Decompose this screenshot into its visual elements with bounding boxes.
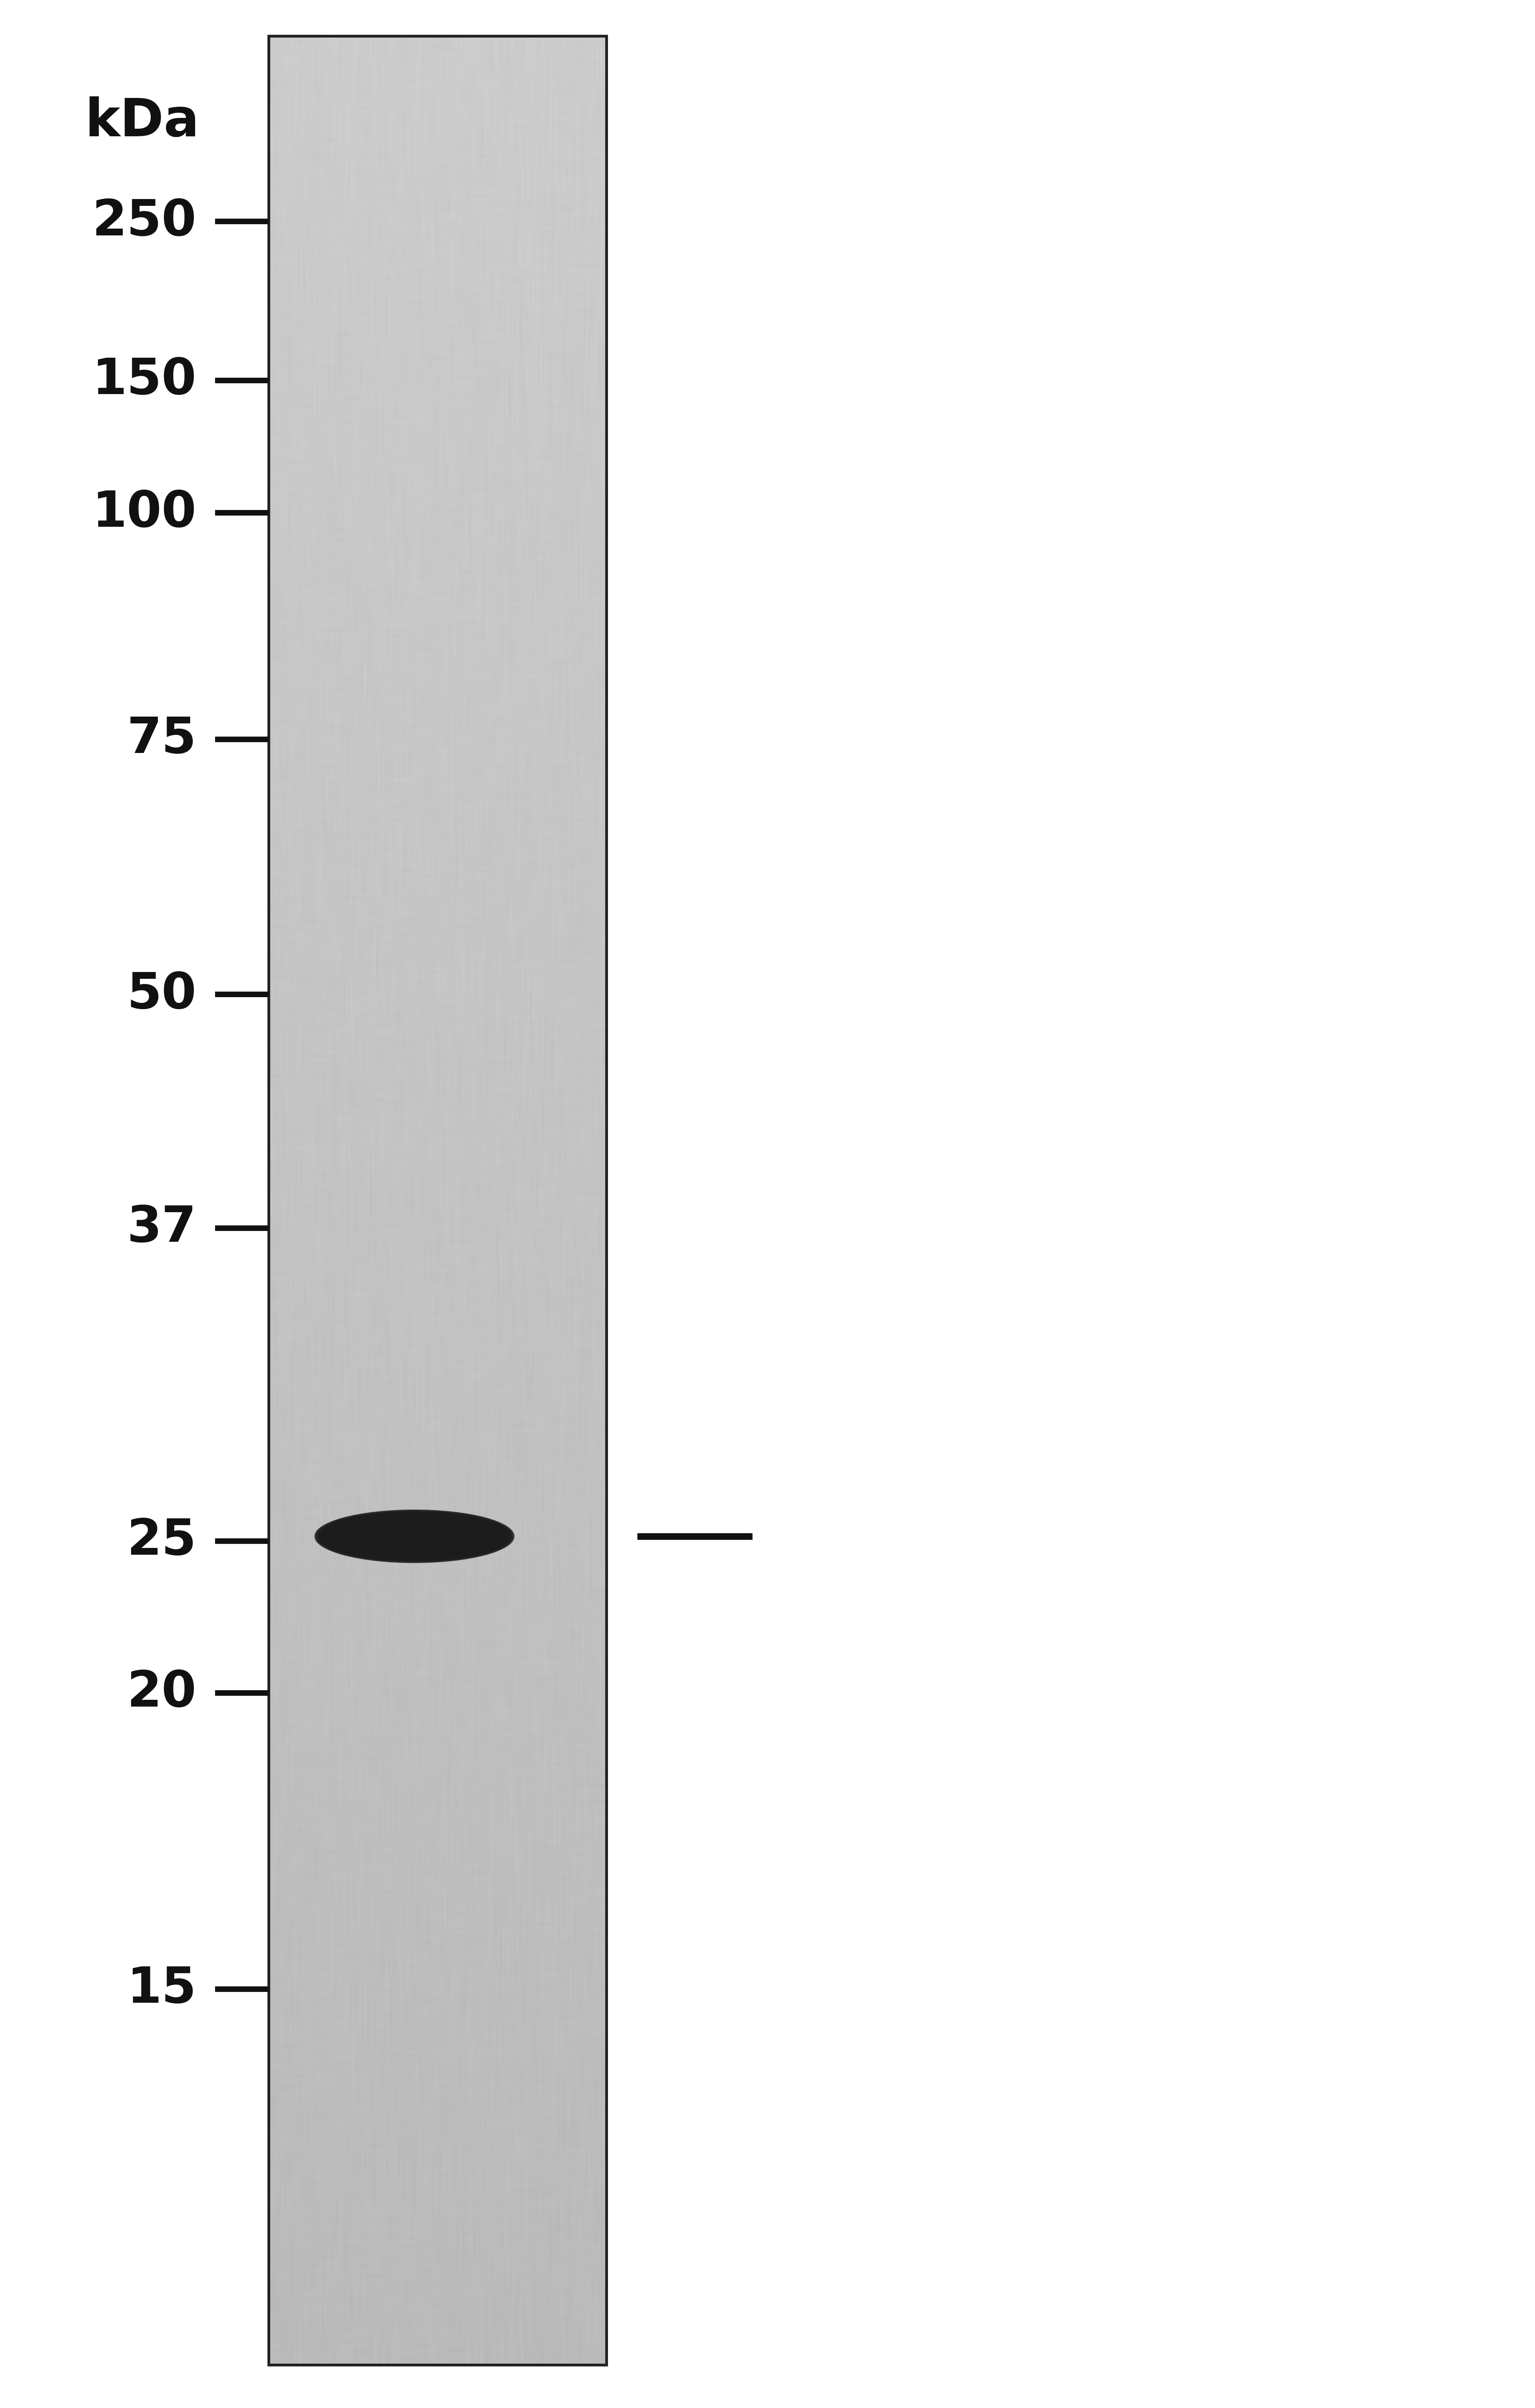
Ellipse shape [336, 1522, 493, 1551]
Ellipse shape [321, 1512, 508, 1560]
Ellipse shape [333, 1519, 496, 1553]
Ellipse shape [322, 1515, 507, 1558]
Text: 50: 50 [127, 970, 196, 1019]
Ellipse shape [328, 1517, 500, 1556]
Ellipse shape [327, 1517, 502, 1556]
Ellipse shape [315, 1510, 514, 1563]
Text: 150: 150 [92, 356, 196, 405]
Ellipse shape [339, 1524, 490, 1548]
Ellipse shape [339, 1524, 490, 1548]
Text: 100: 100 [92, 489, 196, 537]
Ellipse shape [338, 1522, 491, 1551]
Ellipse shape [322, 1515, 507, 1558]
Ellipse shape [338, 1524, 491, 1548]
Ellipse shape [330, 1519, 499, 1553]
Text: 37: 37 [127, 1204, 196, 1252]
Ellipse shape [330, 1519, 499, 1553]
Ellipse shape [332, 1519, 497, 1553]
Text: 20: 20 [127, 1669, 196, 1717]
Ellipse shape [318, 1512, 511, 1560]
Ellipse shape [327, 1517, 502, 1556]
Ellipse shape [318, 1512, 511, 1560]
Ellipse shape [316, 1510, 513, 1563]
Ellipse shape [335, 1522, 494, 1551]
Ellipse shape [332, 1519, 497, 1553]
Text: 250: 250 [92, 197, 196, 246]
Ellipse shape [339, 1524, 490, 1548]
Ellipse shape [325, 1515, 503, 1558]
Text: 25: 25 [127, 1517, 196, 1565]
Ellipse shape [335, 1522, 494, 1551]
Ellipse shape [319, 1512, 510, 1560]
Ellipse shape [321, 1515, 508, 1558]
Text: 15: 15 [127, 1965, 196, 2013]
Ellipse shape [335, 1522, 494, 1551]
Ellipse shape [327, 1517, 503, 1556]
Ellipse shape [322, 1515, 507, 1558]
Ellipse shape [328, 1517, 500, 1556]
Ellipse shape [333, 1519, 496, 1553]
Ellipse shape [315, 1510, 514, 1563]
Ellipse shape [324, 1515, 505, 1558]
Ellipse shape [336, 1522, 493, 1551]
Ellipse shape [325, 1517, 503, 1556]
Ellipse shape [330, 1519, 499, 1553]
Bar [269, 36, 606, 2365]
Ellipse shape [316, 1510, 513, 1563]
Ellipse shape [319, 1512, 510, 1560]
Text: kDa: kDa [84, 96, 200, 147]
Ellipse shape [324, 1515, 505, 1558]
Text: 75: 75 [127, 715, 196, 763]
Ellipse shape [319, 1512, 510, 1560]
Ellipse shape [315, 1510, 514, 1563]
Ellipse shape [338, 1524, 491, 1548]
